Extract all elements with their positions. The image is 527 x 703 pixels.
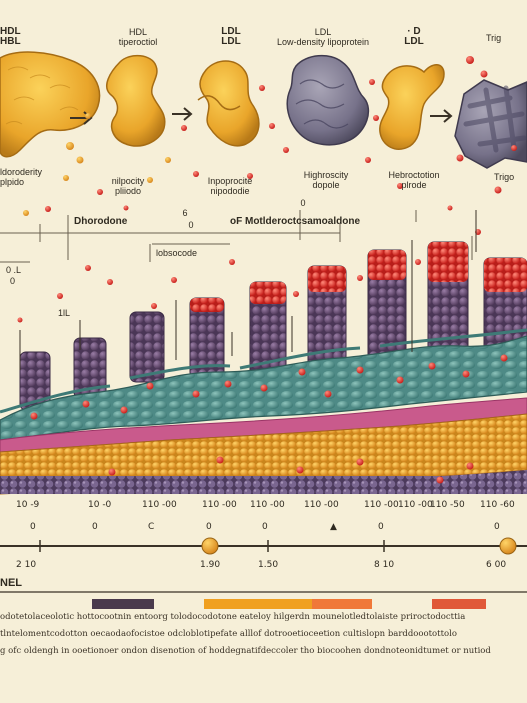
- label-hdl: HDL HBL: [0, 26, 21, 47]
- section-label-right: oF Motlderoctcsamoaldone: [230, 216, 361, 227]
- label-highroscity: Highroscity dopole: [303, 170, 349, 190]
- axis-mid-tick: 0: [494, 522, 500, 532]
- label-ldoroderity: ldoroderity plpido: [0, 167, 43, 187]
- body-text-line-1: odotetolaceolotic hottocootnin entoorg t…: [0, 612, 466, 622]
- purple-base-layer: [0, 456, 527, 494]
- axis-top-tick: 110 -60: [480, 500, 515, 510]
- axis-mid-tick: C: [148, 522, 155, 532]
- axis-mid-tick: 0: [262, 522, 268, 532]
- axis-mid-tick: 0: [30, 522, 36, 532]
- label-nilpocity: nilpocity pliiodo: [111, 176, 145, 196]
- axis-top-tick: 10 -9: [16, 500, 40, 510]
- small-label-left: 0 .L: [6, 265, 22, 275]
- small-label-0b: 0: [188, 220, 194, 230]
- legend-swatch-purple: [92, 599, 154, 609]
- body-text-line-3: g ofc oldengh in ooetionoer ondon diseno…: [0, 646, 491, 656]
- axis-bottom-tick: 8 10: [374, 560, 395, 570]
- axis-top-tick: 110 -00: [304, 500, 339, 510]
- column-particle-dots: [17, 229, 481, 323]
- arrow-right-icon: [172, 107, 193, 121]
- arrow-right-icon: [430, 109, 453, 123]
- legend-title: NEL: [0, 577, 22, 589]
- section-label-left: Dhorodone: [74, 216, 128, 227]
- membrane-red-dots: [30, 354, 508, 420]
- axis-top-tick: 110 -00: [250, 500, 285, 510]
- label-trig: Trig: [486, 33, 502, 43]
- legend-swatch-coral: [312, 599, 372, 609]
- axis-bottom-tick: 1.90: [200, 560, 221, 570]
- legend-swatch-orange: [204, 599, 312, 609]
- label-ldl-low-density: LDL Low-density lipoprotein: [276, 27, 370, 47]
- label-hdl-tiperoctiol: HDL tiperoctiol: [118, 27, 158, 47]
- ldl-blob-grey: [286, 54, 370, 146]
- axis-bottom-tick: 1.50: [258, 560, 279, 570]
- axis-mid-tick: ▲: [330, 522, 337, 532]
- trig-blob: [454, 79, 527, 169]
- axis-bottom-tick: 2 10: [16, 560, 37, 570]
- body-text-line-2: tlntelomentcodotton oecaodaofocistoe odc…: [0, 629, 457, 639]
- column-marker-lines: [19, 210, 477, 370]
- ldl-blob-3: [379, 64, 445, 150]
- legend-swatch-red: [432, 599, 486, 609]
- hdl-blob-1: [0, 51, 101, 158]
- small-label-6: 6: [182, 208, 188, 218]
- axis-top-tick: 110 -00: [398, 500, 433, 510]
- small-label-ll: 1lL: [58, 308, 71, 318]
- axis-ruler: [0, 537, 527, 555]
- axis-top-tick: 110 -50: [430, 500, 465, 510]
- axis-top-tick: 110 -00: [202, 500, 237, 510]
- hdl-blob-2: [106, 54, 166, 147]
- axis-top-tick: 10 -0: [88, 500, 112, 510]
- label-trigo: Trigo: [494, 172, 515, 182]
- guide-lines: [0, 210, 473, 263]
- axis-mid-tick: 0: [92, 522, 98, 532]
- label-inpoprocite: Inpoprocite nipododie: [207, 176, 253, 196]
- axis-top-tick: 110 -00: [364, 500, 399, 510]
- label-dl: · D LDL: [404, 26, 424, 47]
- axis-mid-tick: 0: [206, 522, 212, 532]
- label-ldl: LDL LDL: [221, 26, 241, 47]
- section-label-sub: lobsocode: [156, 248, 198, 258]
- axis-bottom-tick: 6 00: [486, 560, 507, 570]
- small-label-zero: 0: [10, 276, 16, 286]
- small-label-0c: 0: [300, 198, 306, 208]
- label-hebroctotion: Hebroctotion plrode: [388, 170, 440, 190]
- axis-mid-tick: 0: [378, 522, 384, 532]
- axis-top-tick: 110 -00: [142, 500, 177, 510]
- top-particle-dots: [23, 56, 517, 216]
- ldl-blob-1: [197, 60, 260, 147]
